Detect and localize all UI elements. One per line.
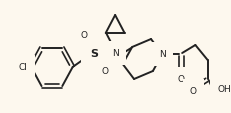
Text: N: N [112,49,119,58]
Text: O: O [80,31,88,40]
Text: Cl: Cl [18,63,27,72]
Text: O: O [101,67,108,76]
Text: OH: OH [217,85,231,94]
Text: O: O [190,87,197,96]
Text: S: S [90,49,98,59]
Text: O: O [178,75,185,84]
Text: N: N [159,50,166,59]
